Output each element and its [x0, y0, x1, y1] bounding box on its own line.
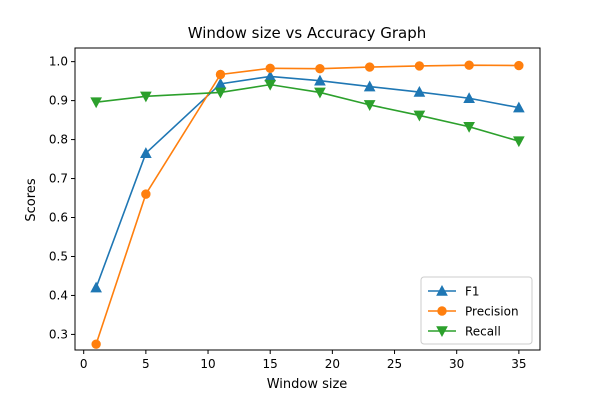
data-point-recall	[413, 110, 426, 122]
data-point-precision	[265, 63, 275, 73]
x-tick-label: 0	[80, 357, 88, 371]
data-point-precision	[364, 62, 375, 72]
legend-box	[420, 276, 533, 345]
data-point-recall	[140, 91, 152, 103]
x-axis-label: Window size	[267, 377, 348, 392]
data-point-precision	[91, 339, 101, 349]
series-recall	[90, 79, 525, 148]
x-tick-label: 35	[511, 357, 526, 371]
x-tick-label: 20	[325, 357, 340, 371]
data-point-precision	[141, 189, 151, 199]
x-tick-label: 5	[142, 357, 150, 371]
y-tick-label: 0.6	[49, 211, 68, 225]
data-point-f1	[413, 85, 426, 97]
x-tick-label: 10	[200, 357, 215, 371]
legend-label-f1: F1	[465, 285, 480, 299]
y-tick-label: 0.7	[49, 172, 68, 186]
data-point-f1	[314, 74, 326, 86]
data-point-precision	[215, 69, 226, 80]
series-layer	[90, 60, 525, 349]
data-point-recall	[314, 87, 326, 99]
chart-title: Window size vs Accuracy Graph	[188, 24, 426, 42]
series-f1	[90, 70, 525, 293]
legend-label-precision: Precision	[465, 305, 519, 319]
data-point-precision	[414, 61, 425, 71]
data-point-precision	[464, 60, 474, 70]
y-tick-label: 0.3	[49, 327, 68, 341]
data-point-recall	[214, 87, 227, 99]
y-tick-label: 0.9	[49, 94, 68, 108]
data-point-recall	[363, 100, 376, 111]
data-point-precision	[315, 63, 325, 74]
legend-label-recall: Recall	[465, 325, 501, 339]
data-point-recall	[264, 79, 277, 91]
y-axis-label: Scores	[24, 178, 39, 221]
legend-marker-recall	[436, 326, 448, 338]
x-tick-label: 30	[449, 357, 464, 371]
x-tick-label: 25	[387, 357, 402, 371]
data-point-recall	[463, 121, 475, 133]
data-point-precision	[514, 60, 524, 71]
x-tick-label: 15	[263, 357, 278, 371]
plot-frame	[74, 47, 541, 351]
y-tick-label: 0.8	[49, 133, 68, 147]
y-tick-label: 0.5	[49, 249, 68, 263]
data-point-recall	[513, 136, 525, 148]
legend-marker-precision	[437, 306, 447, 316]
legend: F1 Precision Recall	[420, 276, 533, 345]
data-point-f1	[363, 80, 376, 92]
legend-marker-f1	[436, 284, 448, 296]
data-point-f1	[463, 92, 475, 104]
y-tick-label: 1.0	[49, 55, 68, 69]
data-point-f1	[513, 101, 525, 113]
data-point-recall	[90, 97, 102, 109]
axes-ticks: 0 5 10 15 20 25 30 35 0.3 0.4 0.5 0.6 0.7 0.8 0.9 1.0	[49, 55, 527, 371]
y-tick-label: 0.4	[49, 288, 68, 302]
series-precision	[91, 60, 524, 349]
data-point-f1	[140, 147, 152, 158]
data-point-f1	[90, 281, 102, 293]
